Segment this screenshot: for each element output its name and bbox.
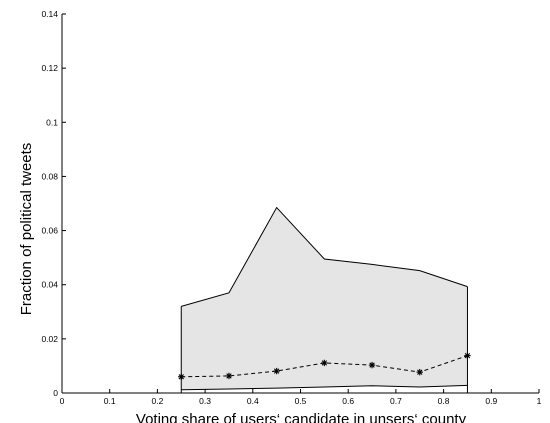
data-point [416, 368, 423, 376]
x-tick-label: 0.4 [247, 396, 259, 406]
y-tick-label: 0.12 [41, 63, 58, 73]
band-fill [181, 207, 468, 390]
band-lower-line [181, 384, 468, 391]
y-tick-label: 0.08 [41, 171, 58, 181]
y-tick-label: 0.04 [41, 280, 58, 290]
data-point [225, 372, 233, 380]
x-tick-label: 0.2 [151, 396, 163, 406]
data-point [464, 352, 471, 359]
data-point [178, 373, 185, 380]
asterisk-stroke [321, 360, 328, 366]
x-tick-label: 0.7 [390, 396, 402, 406]
x-tick-label: 0.5 [295, 396, 307, 406]
x-tick-label: 0.3 [199, 396, 211, 406]
asterisk-stroke [417, 369, 423, 375]
x-tick-label: 0.8 [438, 396, 450, 406]
y-tick-label: 0.06 [41, 226, 58, 236]
x-tick-label: 1 [537, 396, 542, 406]
asterisk-stroke [178, 374, 184, 380]
y-tick-label: 0.1 [46, 117, 58, 127]
y-axis-label: Fraction of political tweets [18, 143, 35, 316]
y-tick-label: 0.14 [41, 9, 58, 19]
asterisk-stroke [464, 352, 471, 359]
data-point [273, 367, 280, 375]
y-tick-label: 0.02 [41, 334, 58, 344]
axes: 0 0.1 0.2 0.3 0.4 0.5 0.6 0.7 0.8 0.9 1 0 0.02 0.04 0.… [41, 9, 541, 406]
x-tick-label: 0.6 [342, 396, 354, 406]
x-tick-label: 0.9 [485, 396, 497, 406]
x-tick-label: 0.1 [104, 396, 116, 406]
asterisk-stroke [369, 362, 375, 368]
x-axis-label: Voting share of users‘ candidate in unse… [136, 411, 467, 423]
data-point [368, 361, 376, 369]
asterisk-stroke [226, 373, 232, 379]
asterisk-stroke [273, 368, 280, 374]
band-upper-line [181, 206, 468, 307]
y-tick-label: 0 [53, 388, 58, 398]
confidence-band [180, 206, 468, 393]
data-point [321, 359, 328, 367]
series-layer [178, 352, 471, 380]
x-tick-label: 0 [60, 396, 65, 406]
